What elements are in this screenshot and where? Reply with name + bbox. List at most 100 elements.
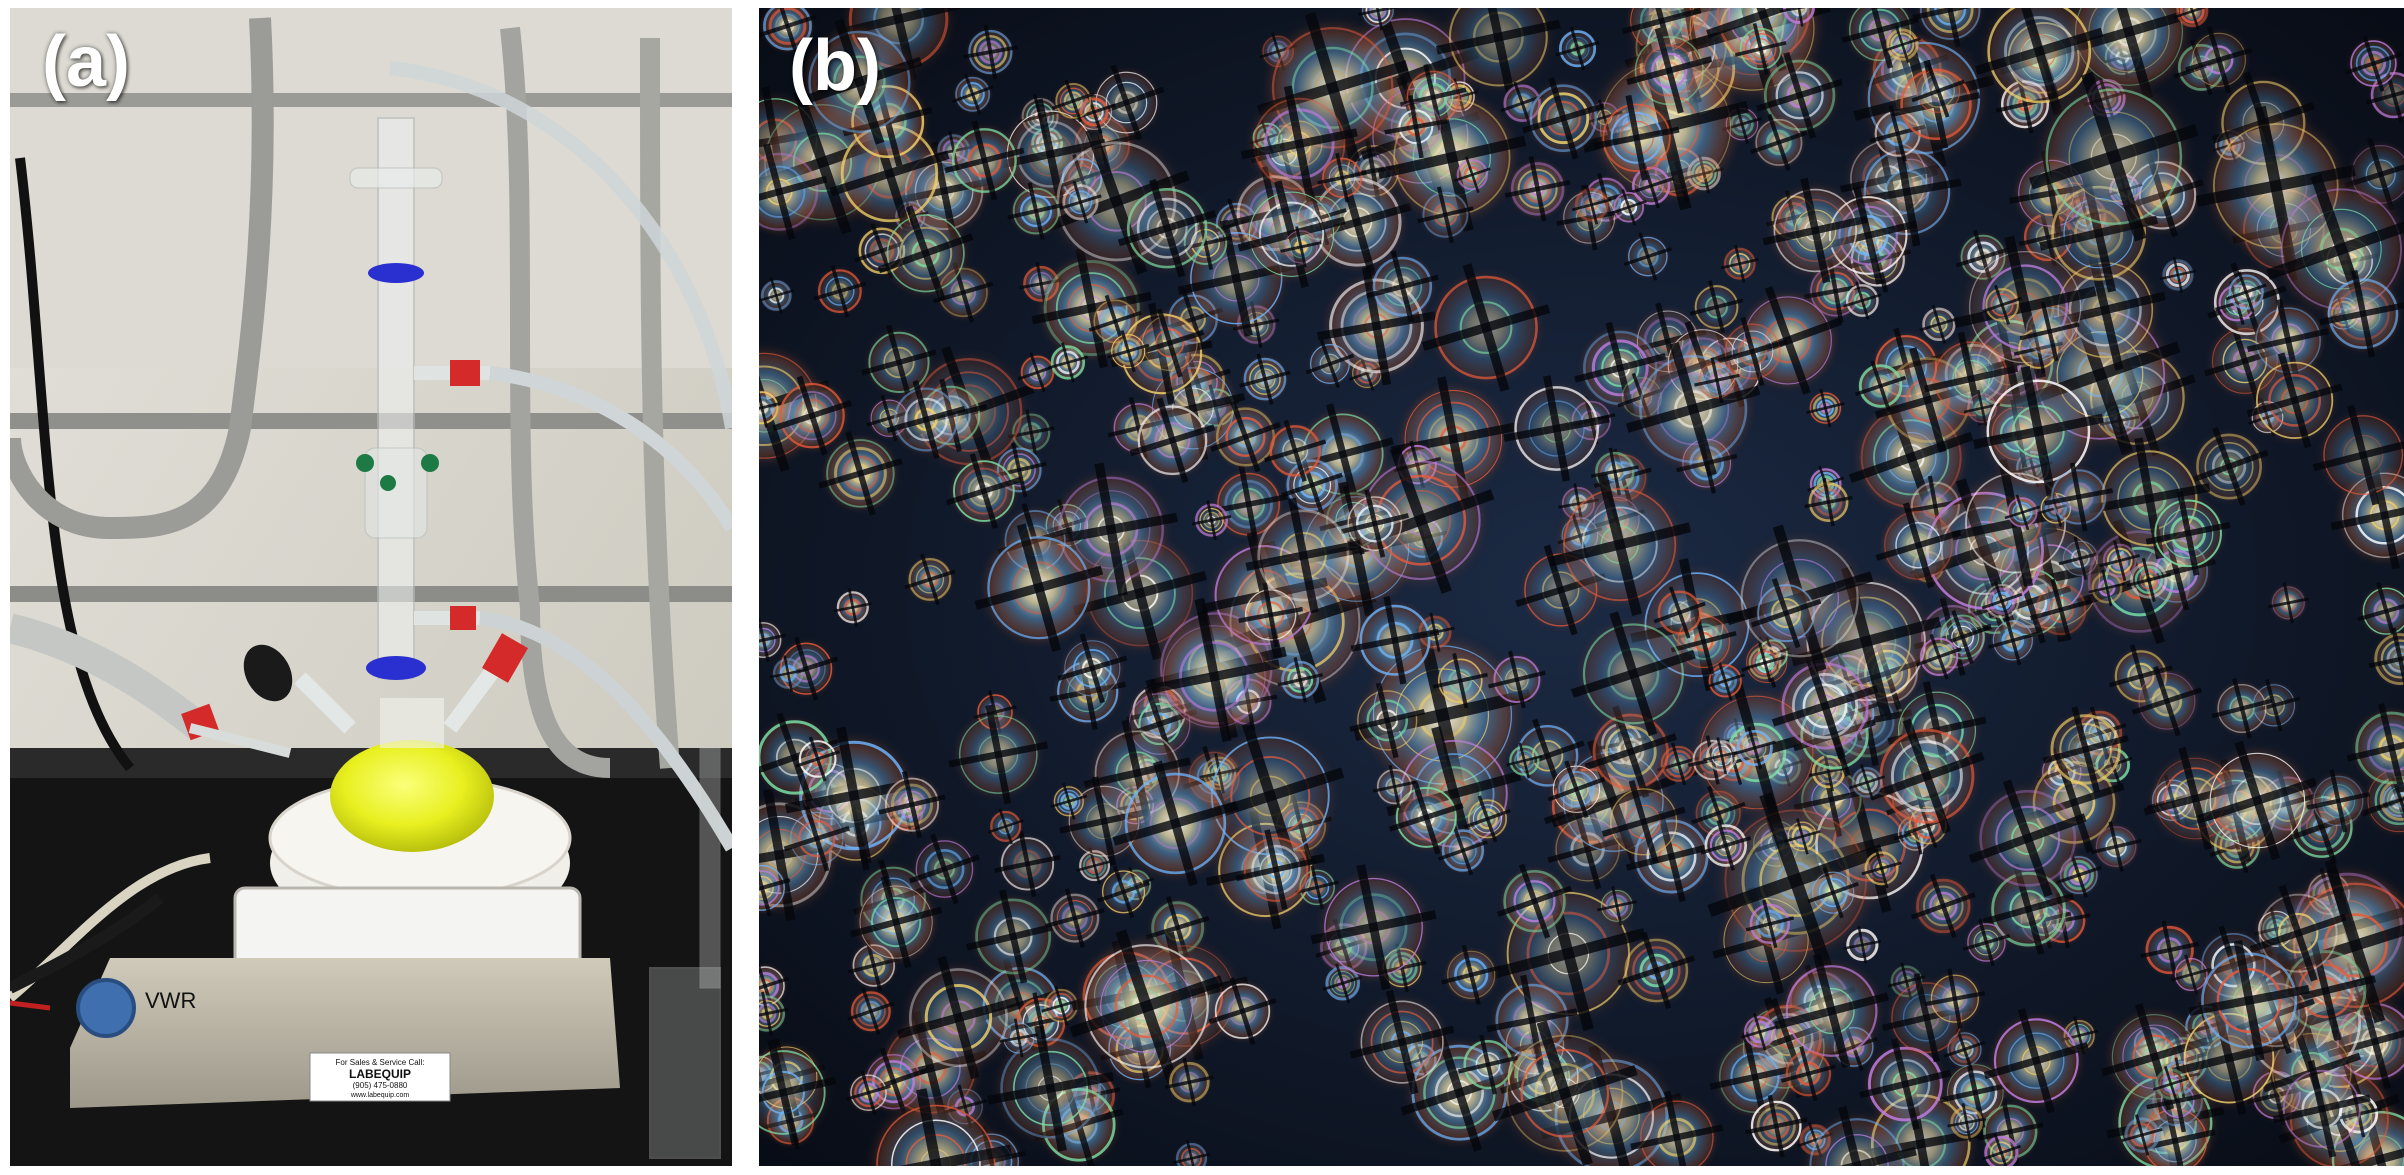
spherulite <box>759 1039 837 1146</box>
spherulite <box>1625 341 1761 477</box>
spherulite <box>2173 8 2211 30</box>
spherulite <box>846 1070 891 1116</box>
spherulite <box>2272 1059 2371 1158</box>
spherulite <box>2188 939 2310 1061</box>
spherulite <box>1310 864 1437 991</box>
spherulite <box>1117 178 1217 278</box>
spherulite <box>1417 186 1474 243</box>
spherulite <box>2126 557 2171 603</box>
spherulite <box>1981 1133 2022 1166</box>
spherulite <box>951 73 994 116</box>
spherulite <box>1571 184 1612 225</box>
spherulite <box>2368 627 2404 690</box>
spherulite <box>1372 764 1417 809</box>
spherulite <box>795 736 841 782</box>
spherulite <box>1432 653 1488 709</box>
spherulite <box>2099 540 2141 581</box>
spherulite <box>1987 615 2038 666</box>
spherulite <box>1983 1008 2089 1114</box>
spherulite <box>2029 578 2092 641</box>
spherulite <box>1982 284 2023 325</box>
spherulite <box>1235 829 1317 910</box>
spherulite <box>1784 818 1821 855</box>
spherulite <box>1264 419 1327 482</box>
spherulite <box>1547 760 1606 819</box>
spherulite <box>1745 899 1795 949</box>
spherulite <box>2152 1065 2190 1103</box>
spherulite <box>1349 682 1426 759</box>
spherulite <box>2131 665 2203 737</box>
spherulite <box>1734 23 1787 75</box>
spherulite <box>1506 742 1543 779</box>
spherulite <box>1623 232 1672 281</box>
spherulite <box>878 771 946 839</box>
spherulite <box>833 588 873 627</box>
spherulite <box>948 704 1049 805</box>
spherulite <box>1017 352 1058 393</box>
spherulite <box>2346 703 2404 793</box>
spherulite <box>945 453 1022 530</box>
spherulite <box>2042 706 2129 793</box>
spherulite <box>2090 821 2142 872</box>
sticker-line-4: www.labequip.com <box>350 1092 410 1099</box>
spherulite <box>1798 1105 1917 1166</box>
stirrer-brand: VWR <box>145 988 196 1013</box>
spherulite <box>1164 1057 1214 1107</box>
spherulite <box>1492 1020 1638 1166</box>
spherulite <box>2345 35 2402 92</box>
spherulite <box>2145 490 2231 576</box>
spherulite <box>963 24 1018 80</box>
spherulite <box>1464 795 1511 843</box>
spherulite <box>944 120 1025 201</box>
spherulite <box>886 380 966 459</box>
spherulite <box>2319 269 2404 358</box>
birefringent-texture <box>759 8 2404 1166</box>
spherulite <box>1349 989 1455 1095</box>
spherulite <box>999 1018 1039 1058</box>
spherulite <box>1694 357 1740 404</box>
spherulite <box>1210 401 1281 473</box>
spherulite <box>813 264 867 318</box>
spherulite <box>1854 360 1907 412</box>
spherulite <box>862 1088 1012 1166</box>
spherulite <box>759 277 795 314</box>
spherulite <box>1861 848 1902 889</box>
spherulite <box>904 553 956 606</box>
spherulite <box>2211 678 2273 739</box>
spherulite <box>1703 737 1741 775</box>
panel-b-micrograph: (b) <box>759 8 2404 1166</box>
spherulite <box>849 875 943 969</box>
spherulite <box>1051 79 1095 123</box>
spherulite <box>1910 873 1976 939</box>
spherulite <box>1762 177 1869 284</box>
spherulite <box>1744 1094 1808 1158</box>
spherulite <box>1522 76 1605 160</box>
spherulite <box>966 889 1061 984</box>
spherulite <box>1689 280 1744 334</box>
spherulite <box>759 617 786 663</box>
spherulite <box>783 805 850 872</box>
spherulite <box>1972 365 2104 497</box>
spherulite <box>2044 462 2114 532</box>
spherulite <box>1173 1139 1210 1166</box>
spherulite <box>1245 497 1362 614</box>
spherulite <box>1804 477 1853 527</box>
spherulite <box>974 523 1104 652</box>
spherulite <box>2267 582 2309 624</box>
spherulite <box>1843 926 1882 964</box>
spherulite <box>994 830 1061 898</box>
spherulite <box>1421 263 1551 392</box>
spherulite <box>1488 650 1546 709</box>
spherulite <box>1843 281 1882 320</box>
spherulite <box>987 1025 1114 1152</box>
spherulite <box>877 205 974 302</box>
spherulite <box>1135 308 1205 378</box>
spherulite <box>1780 8 1818 27</box>
spherulite <box>1875 502 1962 589</box>
spherulite <box>2246 352 2343 449</box>
spherulite <box>1097 865 1150 919</box>
spherulite <box>1720 244 1759 283</box>
spherulite <box>1601 779 1686 864</box>
spherulite <box>1780 1046 1836 1102</box>
spherulite <box>1981 580 2023 622</box>
